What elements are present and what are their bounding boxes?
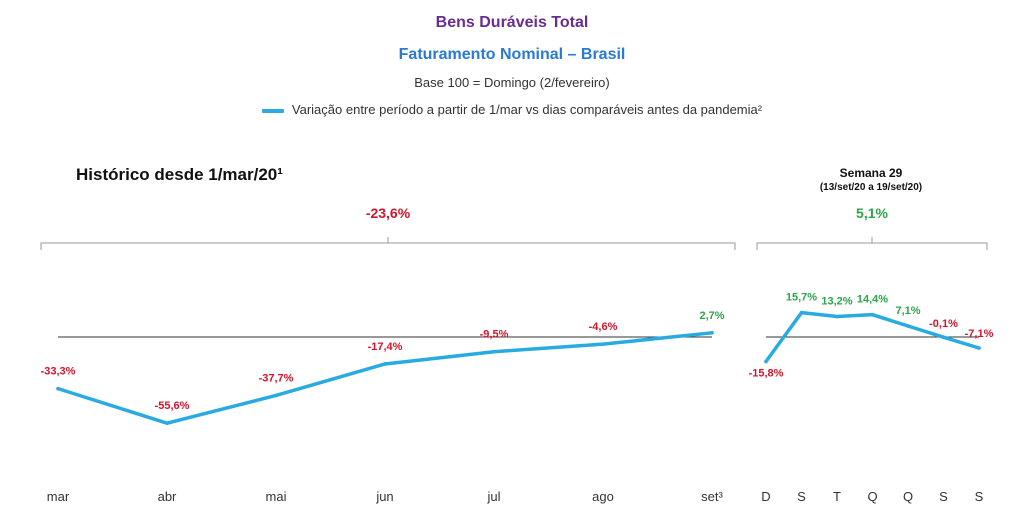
week-bracket bbox=[756, 237, 988, 250]
week-data-label: -7,1% bbox=[965, 328, 994, 340]
legend-swatch bbox=[261, 108, 284, 113]
history-tick-label: jul bbox=[486, 489, 500, 504]
history-point bbox=[165, 421, 169, 425]
week-data-label: 13,2% bbox=[821, 296, 852, 308]
history-data-label: 2,7% bbox=[699, 310, 724, 322]
chart-subtitle: Faturamento Nominal – Brasil bbox=[398, 46, 626, 63]
week-data-label: 14,4% bbox=[857, 294, 888, 306]
week-total-label: 5,1% bbox=[856, 205, 888, 221]
week-tick-label: D bbox=[761, 489, 770, 504]
history-point bbox=[492, 349, 496, 354]
history-data-label: -17,4% bbox=[368, 341, 403, 353]
history-tick-label: mai bbox=[266, 489, 287, 504]
history-panel-title: Histórico desde 1/mar/20¹ bbox=[76, 165, 283, 184]
week-tick-label: T bbox=[833, 489, 841, 504]
history-total-label: -23,6% bbox=[366, 205, 411, 221]
history-point bbox=[56, 386, 60, 391]
legend: Variação entre período a partir de 1/mar… bbox=[0, 102, 1024, 117]
week-tick-label: Q bbox=[867, 489, 877, 504]
chart-title: Bens Duráveis Total bbox=[435, 14, 589, 31]
history-point bbox=[710, 331, 714, 335]
history-tick-label: set³ bbox=[701, 489, 723, 504]
week-tick-label: Q bbox=[903, 489, 913, 504]
week-tick-label: S bbox=[939, 489, 948, 504]
history-tick-label: abr bbox=[158, 489, 177, 504]
history-data-label: -9,5% bbox=[480, 329, 509, 341]
week-panel-subtitle: (13/set/20 a 19/set/20) bbox=[819, 182, 923, 193]
week-point bbox=[799, 310, 804, 315]
week-point bbox=[906, 324, 910, 328]
week-point bbox=[764, 359, 768, 364]
history-tick-label: mar bbox=[47, 489, 70, 504]
week-point bbox=[941, 335, 946, 339]
history-data-label: -33,3% bbox=[41, 366, 76, 378]
week-point bbox=[835, 314, 839, 319]
base-note: Base 100 = Domingo (2/fevereiro) bbox=[414, 75, 610, 90]
history-point bbox=[383, 362, 387, 366]
history-point bbox=[601, 342, 605, 346]
week-tick-label: S bbox=[797, 489, 806, 504]
history-point bbox=[274, 393, 278, 398]
week-data-label: -15,8% bbox=[749, 367, 784, 379]
week-point bbox=[870, 312, 875, 317]
week-data-label: -0,1% bbox=[929, 318, 958, 330]
week-tick-label: S bbox=[975, 489, 984, 504]
history-bracket bbox=[40, 237, 736, 250]
history-data-label: -4,6% bbox=[589, 321, 618, 333]
week-point bbox=[977, 346, 981, 350]
week-panel-title: Semana 29 bbox=[839, 166, 903, 180]
history-tick-label: ago bbox=[592, 489, 614, 504]
legend-label: Variação entre período a partir de 1/mar… bbox=[291, 102, 763, 117]
history-tick-label: jun bbox=[375, 489, 393, 504]
history-data-label: -55,6% bbox=[155, 400, 190, 412]
history-data-label: -37,7% bbox=[259, 372, 294, 384]
week-data-label: 7,1% bbox=[895, 305, 920, 317]
week-data-label: 15,7% bbox=[786, 292, 817, 304]
